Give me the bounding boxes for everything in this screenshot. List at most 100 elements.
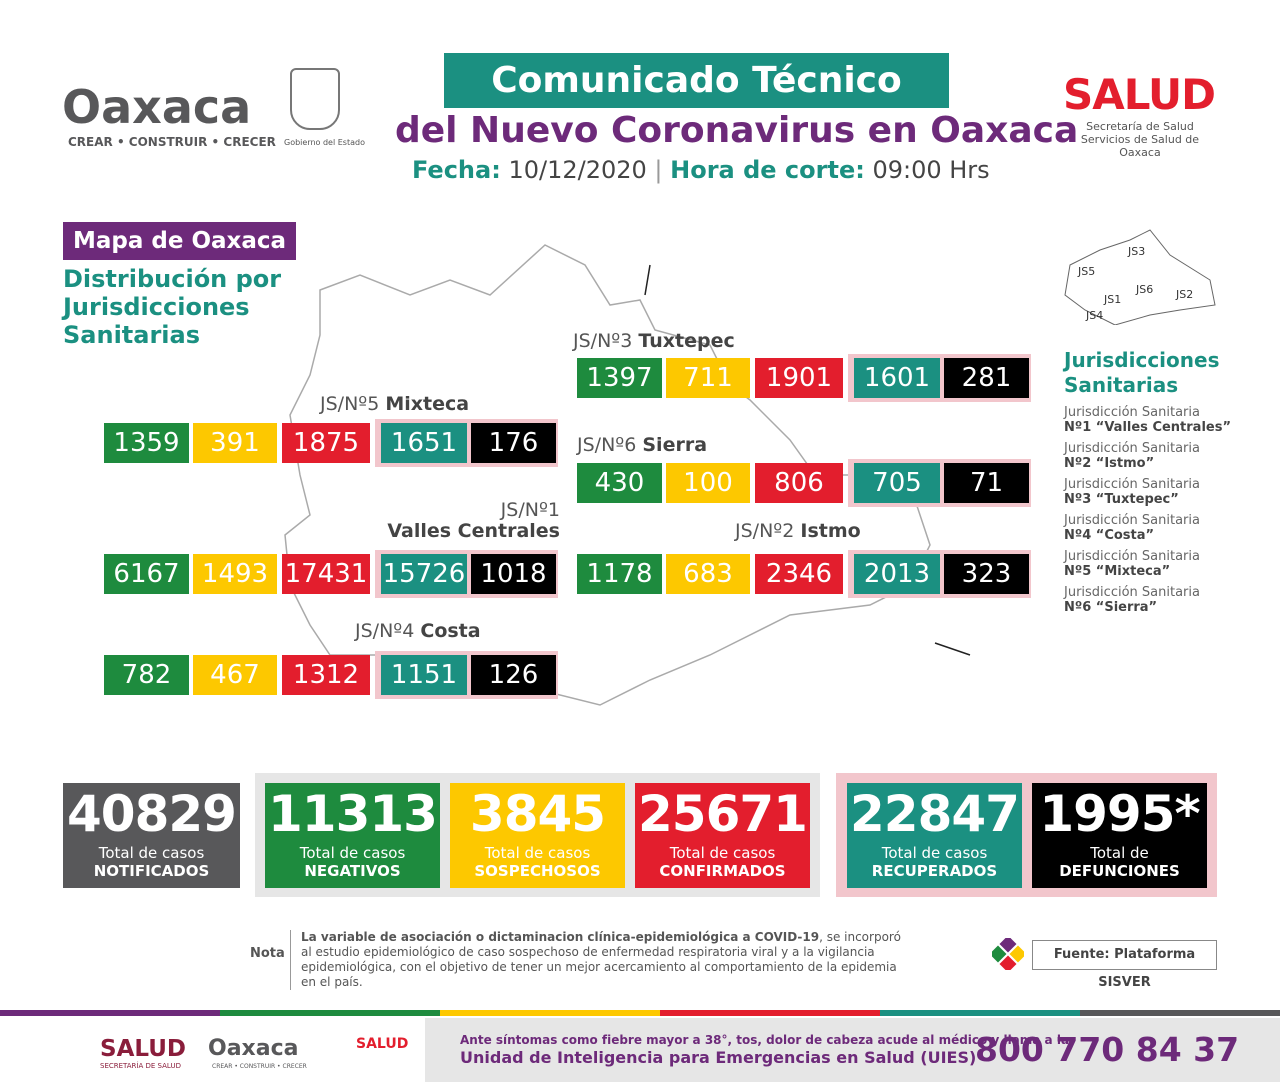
total-value-line: 1995*: [1032, 783, 1207, 845]
footer-tagline: CREAR • CONSTRUIR • CRECER: [212, 1063, 307, 1070]
count-box: 1018: [471, 554, 556, 594]
total-value: 1995: [1039, 785, 1175, 843]
total-value: 25671: [638, 785, 808, 843]
footer-brand: Oaxaca: [208, 1036, 299, 1061]
total-line2: SOSPECHOSOS: [474, 862, 601, 880]
legend-item: Jurisdicción Sanitaria Nº5 “Mixteca”: [1064, 549, 1231, 579]
total-line2: NEGATIVOS: [304, 862, 401, 880]
count-box: 782: [104, 655, 189, 695]
legend-item: Jurisdicción Sanitaria Nº4 “Costa”: [1064, 513, 1231, 543]
legend-line2: Nº5 “Mixteca”: [1064, 564, 1171, 579]
tagline: CREAR • CONSTRUIR • CRECER: [68, 135, 276, 149]
total-line1: Total de casos: [98, 844, 205, 862]
legend-line1: Jurisdicción Sanitaria: [1064, 477, 1200, 492]
total-line2: CONFIRMADOS: [659, 862, 786, 880]
source-icon: [992, 938, 1024, 970]
note: La variable de asociación o dictaminacio…: [290, 930, 910, 990]
jurisdiction-code: JS/Nº6: [577, 434, 637, 456]
inset-label: JS2: [1175, 288, 1193, 301]
total-suffix: *: [1174, 785, 1201, 843]
footer-unit: Unidad de Inteligencia para Emergencias …: [460, 1048, 977, 1067]
jurisdiction-code: JS/Nº3: [573, 330, 633, 352]
count-box: 1493: [193, 554, 277, 594]
total-value-line: 3845: [450, 783, 625, 845]
count-box: 100: [666, 463, 750, 503]
legend-line2: Nº1 “Valles Centrales”: [1064, 420, 1232, 435]
jurisdiction-code: JS/Nº4: [355, 620, 415, 642]
count-box: 1151: [381, 655, 467, 695]
source: Fuente: Plataforma SISVER: [1032, 940, 1217, 990]
total-box: 40829 Total de casos NOTIFICADOS: [63, 783, 240, 888]
footer-salud-sub: SECRETARÍA DE SALUD: [100, 1062, 181, 1070]
total-value: 3845: [469, 785, 606, 843]
jurisdiction-label: JS/Nº3 Tuxtepec: [573, 330, 735, 352]
count-box: 17431: [282, 554, 370, 594]
total-box: 22847 Total de casos RECUPERADOS: [847, 783, 1022, 888]
total-value: 22847: [850, 785, 1020, 843]
inset-label: JS5: [1077, 265, 1095, 278]
footer-phone: 800 770 84 37: [975, 1030, 1240, 1069]
note-text: , se incorporó al estudio epidemiológico…: [301, 930, 901, 989]
count-box: 2346: [755, 554, 843, 594]
jurisdiction-name: Istmo: [800, 520, 861, 542]
count-box: 15726: [381, 554, 467, 594]
legend-line1: Jurisdicción Sanitaria: [1064, 549, 1200, 564]
total-box: 25671 Total de casos CONFIRMADOS: [635, 783, 810, 888]
count-box: 281: [944, 358, 1029, 398]
count-box: 467: [193, 655, 277, 695]
count-box: 176: [471, 423, 556, 463]
count-box: 806: [755, 463, 843, 503]
footer-message: Ante síntomas como fiebre mayor a 38°, t…: [460, 1033, 1070, 1047]
agency-sub: Secretaría de Salud Servicios de Salud de…: [1060, 120, 1220, 159]
legend: Jurisdicción Sanitaria Nº1 “Valles Centra…: [1064, 405, 1231, 621]
jurisdiction-label: JS/Nº4 Costa: [355, 620, 481, 642]
total-line1: Total de: [1090, 844, 1149, 862]
total-value-line: 22847: [847, 783, 1022, 845]
total-box: 11313 Total de casos NEGATIVOS: [265, 783, 440, 888]
cut: 09:00 Hrs: [872, 156, 990, 184]
count-box: 430: [577, 463, 662, 503]
count-box: 126: [471, 655, 556, 695]
total-box: 3845 Total de casos SOSPECHOSOS: [450, 783, 625, 888]
jurisdiction-code: JS/Nº2: [735, 520, 795, 542]
count-box: 71: [944, 463, 1029, 503]
total-value-line: 25671: [635, 783, 810, 845]
count-box: 1651: [381, 423, 467, 463]
title-line1: Comunicado Técnico Diario: [444, 53, 949, 156]
legend-line2: Nº4 “Costa”: [1064, 528, 1155, 543]
jurisdiction-label: JS/Nº1 Valles Centrales: [360, 500, 560, 542]
legend-item: Jurisdicción Sanitaria Nº6 “Sierra”: [1064, 585, 1231, 615]
jurisdiction-name: Sierra: [642, 434, 708, 456]
count-box: 1901: [755, 358, 843, 398]
total-value: 40829: [67, 785, 237, 843]
jurisdiction-name: Mixteca: [385, 393, 470, 415]
count-box: 683: [666, 554, 750, 594]
legend-line1: Jurisdicción Sanitaria: [1064, 585, 1200, 600]
jurisdiction-label: JS/Nº2 Istmo: [735, 520, 861, 542]
date-line: Fecha: 10/12/2020 | Hora de corte: 09:00…: [412, 156, 990, 184]
count-box: 1397: [577, 358, 662, 398]
count-box: 2013: [854, 554, 940, 594]
legend-line2: Nº6 “Sierra”: [1064, 600, 1158, 615]
total-line1: Total de casos: [299, 844, 406, 862]
footer-agency: SALUD: [356, 1036, 409, 1052]
inset-label: JS1: [1103, 293, 1121, 306]
legend-line1: Jurisdicción Sanitaria: [1064, 513, 1200, 528]
inset-label: JS6: [1135, 283, 1153, 296]
total-line1: Total de casos: [484, 844, 591, 862]
legend-title: Jurisdicciones Sanitarias: [1064, 348, 1220, 397]
legend-line1: Jurisdicción Sanitaria: [1064, 405, 1200, 420]
agency-sub-line: Servicios de Salud de Oaxaca: [1080, 133, 1200, 159]
count-box: 1312: [282, 655, 370, 695]
date-label: Fecha:: [412, 156, 501, 184]
footer-salud: SALUD: [100, 1036, 186, 1062]
footer-stripe: [0, 1010, 1280, 1016]
title-line2: del Nuevo Coronavirus en Oaxaca: [395, 110, 1079, 151]
count-box: 1359: [104, 423, 189, 463]
count-box: 323: [944, 554, 1029, 594]
total-line1: Total de casos: [881, 844, 988, 862]
total-line2: DEFUNCIONES: [1059, 862, 1180, 880]
inset-label: JS3: [1127, 245, 1145, 258]
total-line1: Total de casos: [669, 844, 776, 862]
jurisdiction-label: JS/Nº6 Sierra: [577, 434, 707, 456]
